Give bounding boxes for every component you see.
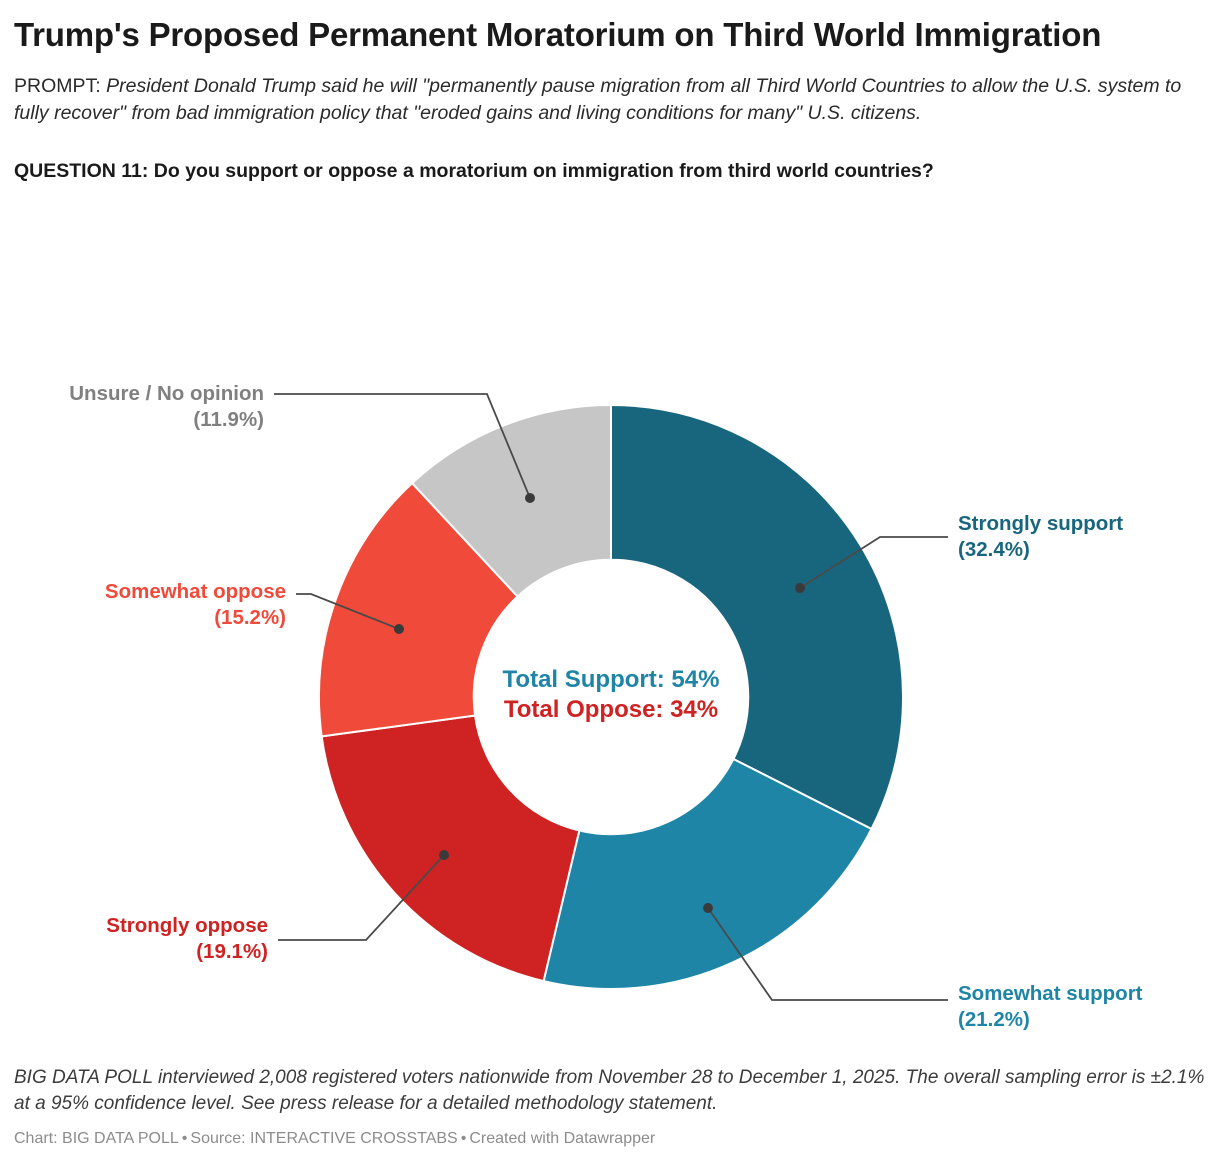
slice-label: Unsure / No opinion (11.9%): [69, 382, 264, 431]
footer-separator-1: •: [181, 1130, 188, 1148]
slice-label-name: Strongly support: [958, 512, 1123, 535]
slice-label-name: Strongly oppose: [106, 914, 268, 937]
donut-chart-svg: Strongly support (32.4%) Somewhat support (…: [69, 382, 1142, 1031]
footer-methodology-note: BIG DATA POLL interviewed 2,008 register…: [14, 1067, 1205, 1115]
footer-credit-chart: Chart: BIG DATA POLL: [14, 1130, 179, 1148]
slice-label-value: (11.9%): [193, 408, 264, 431]
slice-label-name: Somewhat support: [958, 982, 1143, 1005]
center-total-support: Total Support: 54%: [503, 666, 720, 693]
leader-dot: [795, 583, 805, 593]
leader-dot: [525, 493, 535, 503]
donut-slice[interactable]: [410, 403, 612, 598]
leader-dot: [394, 624, 404, 634]
slice-label: Somewhat oppose (15.2%): [105, 580, 286, 629]
slice-label-value: (21.2%): [958, 1008, 1030, 1031]
donut-slice[interactable]: [610, 403, 904, 831]
slice-label-value: (32.4%): [958, 538, 1030, 561]
slice-label-value: (15.2%): [214, 606, 286, 629]
leader-line: [274, 393, 531, 499]
donut-slice[interactable]: [542, 757, 873, 990]
leader-dot: [439, 850, 449, 860]
donut-leader-lines: [274, 393, 948, 1001]
footer-credit-tool: Created with Datawrapper: [469, 1130, 656, 1148]
leader-line: [296, 593, 400, 630]
slice-label: Strongly support (32.4%): [958, 512, 1123, 561]
leader-line: [278, 854, 445, 941]
leader-line: [799, 536, 948, 589]
donut-chart: Strongly support (32.4%) Somewhat support (…: [0, 345, 1220, 1055]
footer-credit: Chart: BIG DATA POLL • Source: INTERACTIVE…: [14, 1129, 1206, 1150]
center-annotation: Total Support: 54% Total Oppose: 34%: [503, 666, 720, 723]
footer-credit-source: Source: INTERACTIVE CROSSTABS: [190, 1130, 458, 1148]
chart-question: QUESTION 11: Do you support or oppose a …: [14, 159, 934, 182]
donut-center-text: Total Support: 54% Total Oppose: 34%: [503, 666, 720, 723]
prompt-body-text: President Donald Trump said he will "per…: [14, 74, 1182, 125]
slice-label: Strongly oppose (19.1%): [106, 914, 268, 963]
slice-label-name: Somewhat oppose: [105, 580, 286, 603]
slice-label: Somewhat support (21.2%): [958, 982, 1143, 1031]
center-total-oppose: Total Oppose: 34%: [504, 696, 718, 723]
donut-slice[interactable]: [320, 714, 581, 983]
page-title: Trump's Proposed Permanent Moratorium on…: [14, 16, 1102, 53]
prompt-lead-label: PROMPT:: [14, 74, 101, 97]
chart-footer: BIG DATA POLL interviewed 2,008 register…: [14, 1065, 1206, 1150]
slice-label-value: (19.1%): [196, 940, 268, 963]
chart-prompt: PROMPT: President Donald Trump said he w…: [14, 73, 1204, 128]
donut-slices: [318, 403, 904, 990]
footer-separator-2: •: [460, 1130, 467, 1148]
donut-slice[interactable]: [318, 481, 519, 738]
slice-label-name: Unsure / No opinion: [69, 382, 264, 405]
donut-slice-labels: Strongly support (32.4%) Somewhat support (…: [69, 382, 1142, 1031]
leader-line: [707, 907, 948, 1001]
leader-dot: [703, 903, 713, 913]
